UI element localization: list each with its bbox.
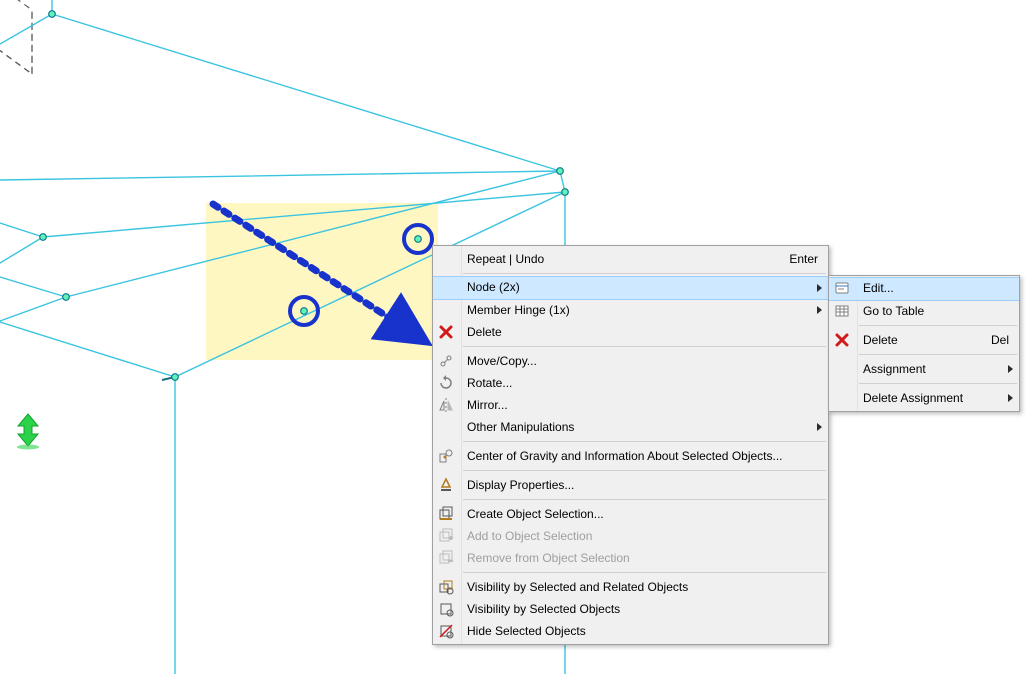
rotate-icon [437, 374, 455, 392]
menu-item-label: Delete [467, 325, 502, 339]
movecopy-icon [437, 352, 455, 370]
menu-item-repeat-undo[interactable]: Repeat | Undo Enter [433, 248, 828, 270]
objsel-add-icon [437, 527, 455, 545]
menu-item-label: Move/Copy... [467, 354, 537, 368]
menu-item-rotate[interactable]: Rotate... [433, 372, 828, 394]
menu-item-label: Repeat | Undo [467, 252, 544, 266]
menu-separator [463, 441, 826, 442]
submenu-arrow-icon [817, 423, 822, 431]
menu-item-center-of-gravity-and-information-about-selected-objects[interactable]: Center of Gravity and Information About … [433, 445, 828, 467]
menu-item-other-manipulations[interactable]: Other Manipulations [433, 416, 828, 438]
menu-item-visibility-by-selected-objects[interactable]: Visibility by Selected Objects [433, 598, 828, 620]
menu-separator [859, 325, 1017, 326]
menu-item-label: Mirror... [467, 398, 508, 412]
vis-rel-icon [437, 578, 455, 596]
menu-item-label: Other Manipulations [467, 420, 574, 434]
cg-icon [437, 447, 455, 465]
context-menu-node-submenu: Edit... Go to Table Delete Del Assignment Del… [828, 275, 1020, 412]
menu-item-label: Assignment [863, 362, 926, 376]
context-menu-main: Repeat | Undo Enter Node (2x) Member Hinge … [432, 245, 829, 645]
menu-item-node-2x[interactable]: Node (2x) [433, 276, 828, 300]
menu-item-visibility-by-selected-and-related-objects[interactable]: Visibility by Selected and Related Objec… [433, 576, 828, 598]
menu-item-mirror[interactable]: Mirror... [433, 394, 828, 416]
menu-item-delete[interactable]: Delete Del [829, 329, 1019, 351]
menu-item-delete-assignment[interactable]: Delete Assignment [829, 387, 1019, 409]
menu-item-label: Visibility by Selected and Related Objec… [467, 580, 688, 594]
menu-item-add-to-object-selection: Add to Object Selection [433, 525, 828, 547]
vis-sel-icon [437, 600, 455, 618]
menu-item-hide-selected-objects[interactable]: Hide Selected Objects [433, 620, 828, 642]
gototable-icon [833, 302, 851, 320]
menu-item-label: Display Properties... [467, 478, 574, 492]
menu-item-display-properties[interactable]: Display Properties... [433, 474, 828, 496]
menu-item-label: Center of Gravity and Information About … [467, 449, 783, 463]
menu-item-shortcut: Del [991, 329, 1009, 351]
menu-item-label: Hide Selected Objects [467, 624, 586, 638]
menu-item-label: Go to Table [863, 304, 924, 318]
mirror-icon [437, 396, 455, 414]
menu-item-label: Add to Object Selection [467, 529, 592, 543]
menu-item-delete[interactable]: Delete [433, 321, 828, 343]
menu-item-label: Delete [863, 333, 898, 347]
submenu-arrow-icon [817, 306, 822, 314]
menu-separator [463, 499, 826, 500]
vis-hide-icon [437, 622, 455, 640]
menu-item-move-copy[interactable]: Move/Copy... [433, 350, 828, 372]
menu-separator [463, 273, 826, 274]
menu-separator [859, 354, 1017, 355]
menu-separator [463, 572, 826, 573]
menu-item-label: Member Hinge (1x) [467, 303, 570, 317]
edit-icon [833, 280, 851, 298]
menu-item-go-to-table[interactable]: Go to Table [829, 300, 1019, 322]
objsel-rem-icon [437, 549, 455, 567]
menu-item-label: Delete Assignment [863, 391, 963, 405]
menu-item-member-hinge-1x[interactable]: Member Hinge (1x) [433, 299, 828, 321]
submenu-arrow-icon [1008, 365, 1013, 373]
delete-x-icon [833, 331, 851, 349]
menu-item-label: Visibility by Selected Objects [467, 602, 620, 616]
menu-item-label: Edit... [863, 281, 894, 295]
menu-item-label: Remove from Object Selection [467, 551, 630, 565]
menu-item-edit[interactable]: Edit... [829, 277, 1019, 301]
menu-item-label: Create Object Selection... [467, 507, 604, 521]
menu-separator [859, 383, 1017, 384]
delete-x-icon [437, 323, 455, 341]
menu-item-shortcut: Enter [789, 248, 818, 270]
menu-separator [463, 470, 826, 471]
objsel-icon [437, 505, 455, 523]
dispprop-icon [437, 476, 455, 494]
menu-item-remove-from-object-selection: Remove from Object Selection [433, 547, 828, 569]
menu-separator [463, 346, 826, 347]
menu-item-create-object-selection[interactable]: Create Object Selection... [433, 503, 828, 525]
submenu-arrow-icon [817, 284, 822, 292]
menu-item-label: Node (2x) [467, 280, 520, 294]
submenu-arrow-icon [1008, 394, 1013, 402]
menu-item-label: Rotate... [467, 376, 512, 390]
menu-item-assignment[interactable]: Assignment [829, 358, 1019, 380]
